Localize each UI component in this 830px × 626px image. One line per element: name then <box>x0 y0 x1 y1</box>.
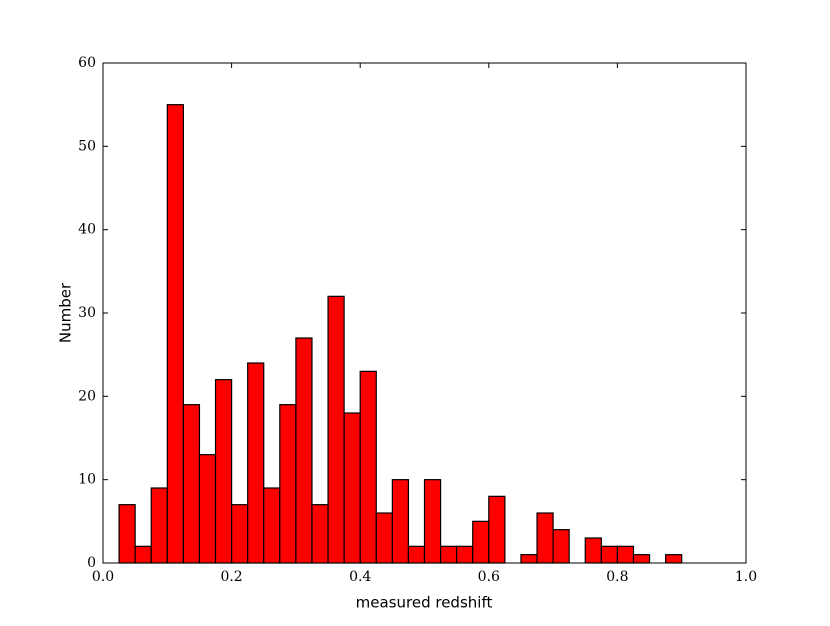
bar <box>343 412 361 564</box>
x-tick-label: 0.0 <box>92 569 114 585</box>
bar <box>359 370 377 564</box>
x-tick-label: 0.6 <box>478 569 500 585</box>
bar <box>439 545 458 564</box>
y-tick-label: 40 <box>78 222 96 238</box>
y-tick-label: 0 <box>87 555 96 571</box>
bar <box>263 487 281 564</box>
bar <box>407 545 426 564</box>
bar <box>375 512 393 564</box>
y-tick-label: 60 <box>78 55 96 71</box>
bar <box>311 504 329 564</box>
bar <box>327 295 345 564</box>
bar <box>488 495 506 564</box>
y-tick-label: 20 <box>78 388 96 404</box>
bar <box>166 104 184 564</box>
bar <box>423 479 442 564</box>
bar <box>584 537 602 564</box>
x-tick-label: 0.8 <box>606 569 628 585</box>
y-tick-label: 30 <box>78 305 96 321</box>
y-axis-label: Number <box>57 282 75 343</box>
bar <box>295 337 313 564</box>
bar <box>214 379 233 564</box>
bar <box>118 504 136 564</box>
bar <box>472 520 490 564</box>
y-tick-label: 10 <box>78 472 96 488</box>
bar <box>632 554 651 564</box>
bar <box>600 545 619 564</box>
bar <box>231 504 249 564</box>
bar <box>279 404 297 564</box>
y-tick-label: 50 <box>78 138 96 154</box>
x-tick-label: 0.4 <box>349 569 371 585</box>
bar <box>552 529 570 564</box>
bar <box>536 512 554 564</box>
bar <box>134 545 152 564</box>
bar <box>456 545 474 564</box>
bar <box>198 454 217 564</box>
bar <box>182 404 201 564</box>
x-axis-label: measured redshift <box>356 594 493 612</box>
x-tick-label: 1.0 <box>735 569 757 585</box>
bar <box>150 487 168 564</box>
bar <box>616 545 635 564</box>
x-tick-label: 0.2 <box>220 569 242 585</box>
bar <box>247 362 265 564</box>
bar <box>520 554 538 564</box>
bar <box>391 479 410 564</box>
bar <box>665 554 683 564</box>
